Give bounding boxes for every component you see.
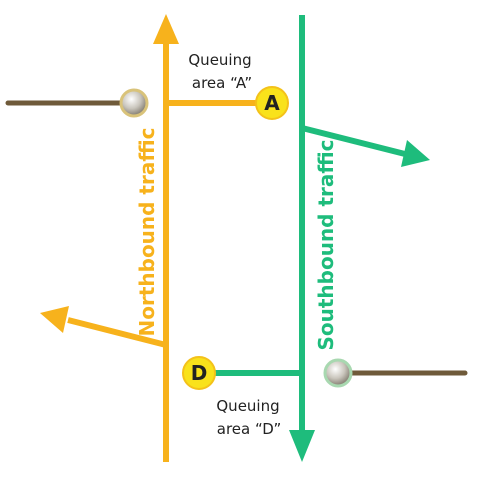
marker-a: A xyxy=(255,86,289,120)
queue-a-label-line1: Queuing xyxy=(188,51,251,69)
northbound-left-turn-arrow xyxy=(40,306,167,348)
queue-d-label-line2: area “D” xyxy=(217,420,281,438)
queue-d-label-line1: Queuing xyxy=(216,397,279,415)
marker-a-letter: A xyxy=(264,91,280,115)
northbound-traffic-label: Northbound traffic xyxy=(135,127,159,336)
marker-d: D xyxy=(182,356,216,390)
northbound-lane xyxy=(153,14,179,462)
marker-d-letter: D xyxy=(191,361,208,385)
queue-a-label-line2: area “A” xyxy=(192,74,252,92)
west-signal-pole-icon xyxy=(119,88,149,118)
southbound-lane xyxy=(289,15,315,462)
southbound-right-turn-arrow xyxy=(301,125,430,167)
southbound-traffic-label: Southbound traffic xyxy=(314,139,338,350)
east-signal-pole-icon xyxy=(323,358,353,388)
